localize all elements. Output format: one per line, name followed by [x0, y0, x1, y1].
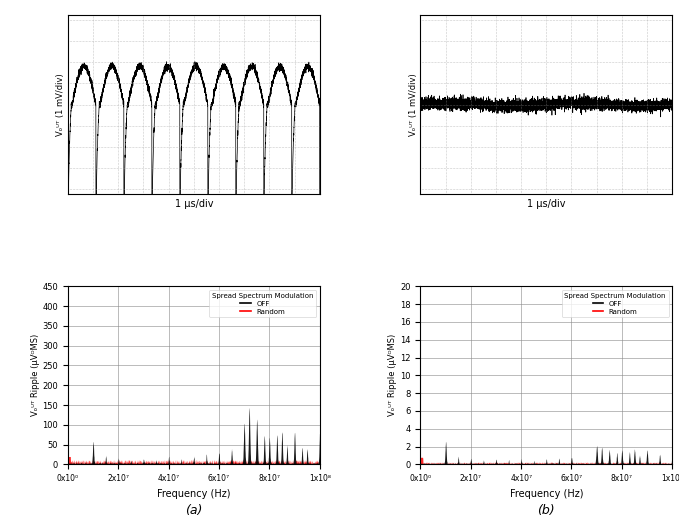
- Y-axis label: Vₒᵁᵀ Ripple (μVᴼMS): Vₒᵁᵀ Ripple (μVᴼMS): [31, 334, 39, 416]
- X-axis label: Frequency (Hz): Frequency (Hz): [157, 489, 231, 498]
- Legend: OFF, Random: OFF, Random: [562, 289, 669, 317]
- X-axis label: Frequency (Hz): Frequency (Hz): [509, 489, 583, 498]
- Y-axis label: Vₒᵁᵀ (1 mV/div): Vₒᵁᵀ (1 mV/div): [409, 73, 418, 136]
- Y-axis label: Vₒᵁᵀ (1 mV/div): Vₒᵁᵀ (1 mV/div): [56, 73, 65, 136]
- Text: (b): (b): [538, 504, 555, 516]
- Text: (a): (a): [185, 504, 202, 516]
- Legend: OFF, Random: OFF, Random: [209, 289, 316, 317]
- X-axis label: 1 μs/div: 1 μs/div: [527, 199, 566, 209]
- X-axis label: 1 μs/div: 1 μs/div: [175, 199, 213, 209]
- Y-axis label: Vₒᵁᵀ Ripple (μVᴼMS): Vₒᵁᵀ Ripple (μVᴼMS): [388, 334, 397, 416]
